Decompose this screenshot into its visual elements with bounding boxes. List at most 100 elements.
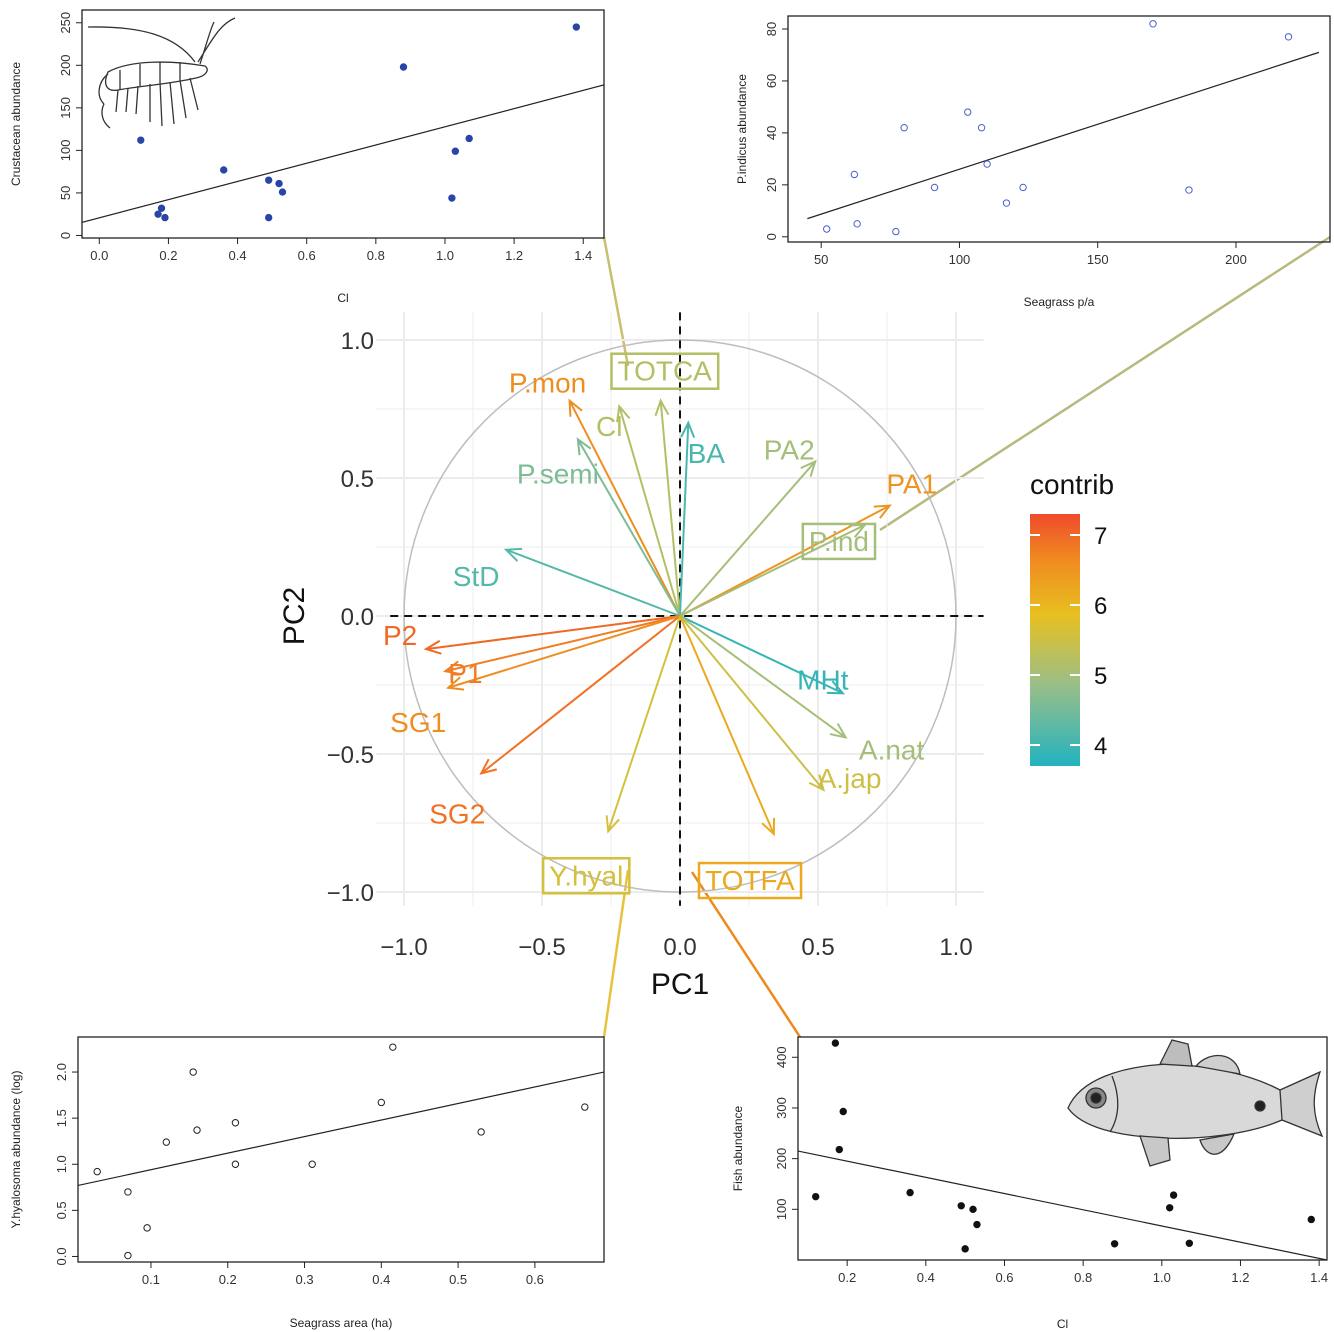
variable-label: SG2: [429, 798, 485, 829]
data-point: [839, 1107, 847, 1116]
arrow-head: [654, 398, 670, 417]
data-point: [220, 166, 228, 174]
label-p2: P2: [383, 620, 417, 651]
x-tick-label: 0.6: [995, 1270, 1013, 1285]
data-point: [93, 1167, 101, 1176]
arrow-sg2: [479, 615, 681, 775]
variable-label-box: [801, 522, 877, 561]
data-point: [308, 1160, 316, 1168]
arrow-psemi: [576, 437, 681, 617]
yhyalosoma-scatter-panel: 0.1 0.2 0.3 0.4 0.5 0.6 0.0 0.5 1.0 1.5 2.0 Seagras…: [9, 1036, 605, 1330]
x-axis-label: Cl: [337, 291, 348, 305]
arrow-head: [808, 774, 826, 792]
y-tick-label: 80: [764, 22, 779, 36]
x-axis-label: Seagrass area (ha): [290, 1316, 393, 1330]
label-pmon: P.mon: [509, 368, 586, 399]
pc2-tick-label: −1.0: [327, 880, 374, 907]
arrow-head: [680, 420, 696, 439]
arrow-head: [503, 547, 523, 562]
y-tick-label: 0.0: [54, 1247, 69, 1265]
shrimp-illustration: [87, 17, 236, 129]
arrow-shaft: [607, 615, 681, 832]
data-point: [451, 147, 460, 155]
y-tick-label: 100: [58, 140, 73, 162]
data-point: [193, 1126, 201, 1134]
legend-colorbar: [1030, 514, 1080, 766]
variable-label: P.ind: [809, 526, 869, 557]
y-tick-label: 200: [58, 54, 73, 76]
data-point: [900, 124, 908, 132]
arrow-cl: [616, 403, 681, 617]
arrow-head: [423, 639, 442, 655]
data-point: [1284, 33, 1293, 41]
label-ba: BA: [688, 438, 726, 469]
label-yhyal: Y.hyal: [541, 857, 631, 895]
variable-label: A.nat: [859, 734, 925, 765]
plot-frame: [787, 15, 1331, 243]
pc2-tick-label: 0.0: [341, 604, 374, 631]
legend-tick-label: 4: [1094, 733, 1107, 760]
pc1-tick-labels: −1.0 −0.5 0.0 0.5 1.0: [380, 934, 972, 961]
arrow-ba: [679, 420, 696, 617]
arrow-head: [826, 680, 846, 695]
x-tick-label: 0.3: [295, 1272, 313, 1287]
legend-ticks: 7 6 5 4: [1030, 523, 1107, 760]
contrib-legend: contrib 7 6 5 4: [1030, 469, 1114, 766]
variable-labels: P.mon TOTCAClBAP.semiPA2PA1P.indStDP2P1SG…: [383, 352, 937, 900]
y-axis-label: Crustacean abundance: [9, 62, 23, 186]
x-axis-label: Cl: [1057, 1317, 1068, 1331]
data-point: [983, 160, 991, 168]
connector-totca: [602, 236, 630, 367]
data-point: [278, 188, 287, 196]
arrow-shaft: [425, 615, 681, 651]
data-point: [157, 204, 166, 212]
arrow-shaft: [445, 615, 681, 673]
data-point: [389, 1043, 397, 1051]
data-point: [1019, 183, 1027, 192]
data-point: [1185, 186, 1193, 194]
variable-label: P.mon: [509, 368, 586, 399]
arrow-p2: [423, 615, 681, 655]
x-tick-label: 0.2: [838, 1270, 856, 1285]
pc1-tick-label: 1.0: [939, 934, 972, 961]
x-tick-label: 200: [1225, 252, 1247, 267]
variable-label: P1: [448, 658, 482, 689]
data-point: [1307, 1215, 1315, 1224]
arrow-shaft: [679, 460, 816, 617]
data-point: [811, 1192, 820, 1201]
arrow-shaft: [618, 405, 681, 617]
arrow-pa2: [679, 459, 817, 617]
label-anat: A.nat: [859, 734, 925, 765]
data-point: [275, 179, 283, 188]
arrow-yhyal: [605, 615, 681, 834]
label-pa1: PA1: [886, 469, 937, 500]
x-tick-label: 0.4: [917, 1270, 935, 1285]
data-point: [977, 124, 986, 132]
variable-label: P2: [383, 620, 417, 651]
arrow-head: [761, 818, 776, 837]
fit-line: [798, 1150, 1327, 1260]
plot-frame: [77, 1036, 605, 1263]
pc2-tick-label: 0.5: [341, 466, 374, 493]
data-point: [957, 1202, 965, 1210]
data-point: [823, 225, 831, 233]
variable-label: Y.hyal: [549, 860, 623, 891]
arrow-ajap: [679, 615, 826, 792]
data-point: [1185, 1239, 1194, 1247]
x-tick-label: 50: [814, 252, 828, 267]
data-point: [1110, 1240, 1119, 1248]
y-tick-label: 1.0: [54, 1155, 69, 1173]
y-tick-label: 50: [58, 186, 73, 200]
variable-arrows: [423, 398, 892, 837]
variable-label: Cl: [596, 411, 622, 442]
data-point: [1169, 1191, 1178, 1199]
arrow-shaft: [568, 400, 681, 617]
legend-tick-label: 7: [1094, 523, 1107, 550]
data-point: [264, 213, 273, 222]
arrow-shaft: [480, 615, 681, 775]
variable-label-box: [541, 857, 631, 895]
variable-label: TOTCA: [617, 356, 712, 387]
variable-label: BA: [688, 438, 726, 469]
x-tick-label: 0.6: [298, 248, 316, 263]
arrow-totca: [654, 398, 681, 617]
